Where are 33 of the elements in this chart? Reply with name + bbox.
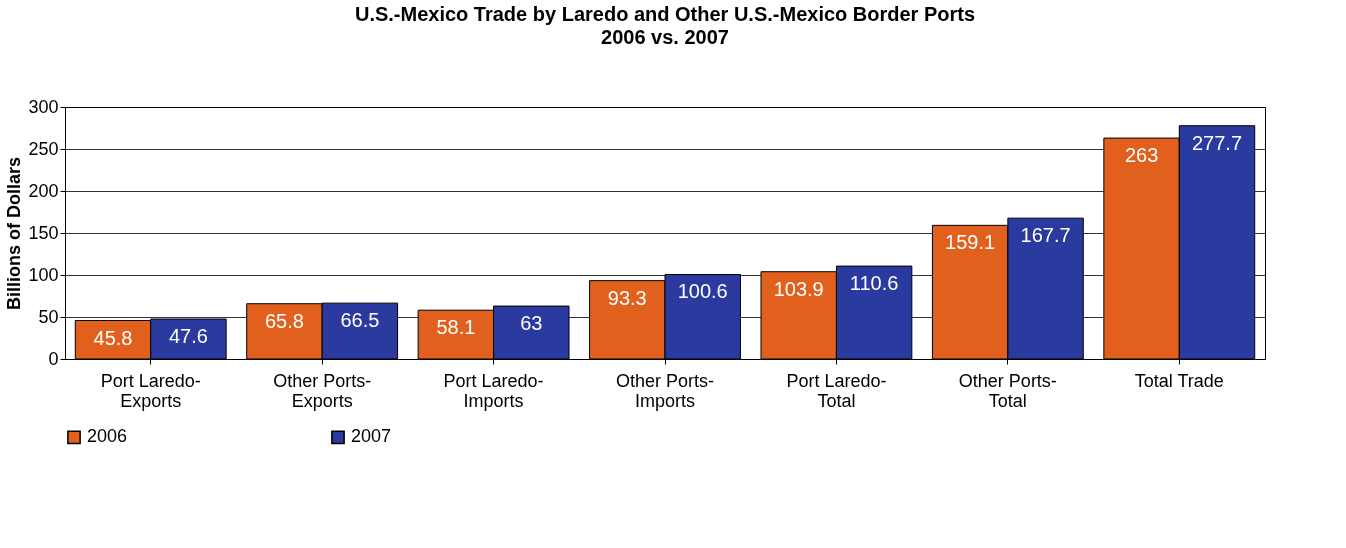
x-tick-label: Other Ports- Total — [958, 370, 1057, 411]
y-tick-label: 100 — [28, 264, 59, 285]
y-tick-label: 200 — [28, 180, 59, 201]
y-tick-label: 50 — [38, 306, 59, 327]
data-label: 167.7 — [1020, 224, 1071, 247]
y-axis-title: Billions of Dollars — [4, 156, 25, 311]
y-tick-label: 250 — [28, 138, 59, 159]
data-label: 103.9 — [773, 277, 824, 300]
data-label: 159.1 — [945, 231, 996, 254]
y-tick-label: 0 — [48, 348, 59, 369]
chart-subtitle: 2006 vs. 2007 — [601, 26, 729, 48]
legend-label: 2006 — [87, 426, 128, 447]
data-label: 45.8 — [93, 326, 133, 349]
y-tick-label: 300 — [28, 96, 59, 117]
data-label: 100.6 — [677, 280, 728, 303]
x-tick-label: Other Ports- Exports — [273, 370, 372, 411]
legend-label: 2007 — [351, 426, 392, 447]
data-label: 63 — [520, 312, 543, 335]
y-tick-label: 150 — [28, 222, 59, 243]
data-label: 263 — [1124, 144, 1159, 167]
data-label: 66.5 — [340, 309, 380, 332]
x-tick-label: Port Laredo- Total — [786, 370, 887, 411]
x-tick-label: Total Trade — [1134, 370, 1224, 391]
chart-title: U.S.-Mexico Trade by Laredo and Other U.S.-Mexico Border Ports — [354, 3, 976, 25]
x-tick-label: Port Laredo- Imports — [443, 370, 544, 411]
data-label: 47.6 — [168, 325, 208, 348]
data-label: 93.3 — [607, 286, 647, 309]
x-tick-label: Port Laredo- Exports — [100, 370, 201, 411]
data-label: 65.8 — [264, 309, 304, 332]
data-label: 110.6 — [849, 272, 899, 295]
x-tick-label: Other Ports- Imports — [615, 370, 715, 411]
data-label: 58.1 — [436, 316, 476, 339]
data-label: 277.7 — [1191, 131, 1243, 154]
